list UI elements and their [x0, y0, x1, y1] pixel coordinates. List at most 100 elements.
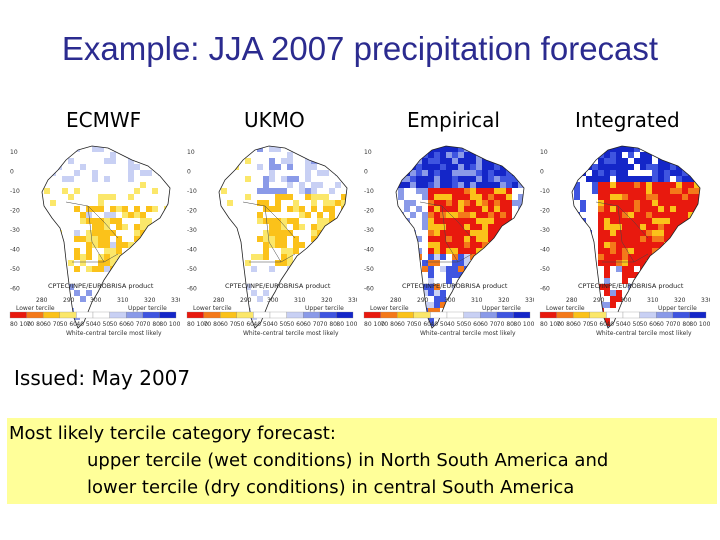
- lat-tick-label: -20: [187, 208, 197, 215]
- forecast-cell: [317, 248, 323, 254]
- forecast-cell: [245, 158, 251, 164]
- forecast-cell: [396, 164, 398, 170]
- forecast-cell: [634, 158, 640, 164]
- forecast-cell: [134, 236, 140, 242]
- legend-swatch: [236, 311, 254, 319]
- forecast-cell: [44, 164, 50, 170]
- forecast-cell: [500, 248, 506, 254]
- forecast-cell: [610, 152, 616, 158]
- forecast-cell: [610, 170, 616, 176]
- forecast-cell: [688, 158, 694, 164]
- forecast-cell: [56, 254, 62, 260]
- forecast-cell: [305, 164, 311, 170]
- forecast-cell: [396, 170, 398, 176]
- forecast-cell: [452, 224, 458, 230]
- forecast-cell: [604, 188, 610, 194]
- legend-tick-label: 60 70: [126, 321, 143, 328]
- forecast-cell: [482, 236, 488, 242]
- forecast-cell: [646, 164, 652, 170]
- forecast-cell: [263, 176, 269, 182]
- forecast-cell: [311, 194, 317, 200]
- forecast-cell: [219, 284, 221, 290]
- forecast-cell: [646, 206, 652, 212]
- forecast-cell: [287, 182, 293, 188]
- forecast-cell: [524, 152, 530, 158]
- forecast-cell: [269, 170, 275, 176]
- legend-tick-label: 70 80: [204, 321, 221, 328]
- forecast-cell: [518, 236, 524, 242]
- forecast-cell: [652, 260, 658, 266]
- forecast-cell: [311, 164, 317, 170]
- forecast-cell: [434, 254, 440, 260]
- forecast-cell: [110, 242, 116, 248]
- forecast-cell: [622, 194, 628, 200]
- forecast-cell: [146, 248, 152, 254]
- forecast-cell: [694, 200, 700, 206]
- forecast-cell: [604, 218, 610, 224]
- forecast-cell: [694, 188, 700, 194]
- forecast-cell: [622, 248, 628, 254]
- forecast-cell: [694, 242, 700, 248]
- legend-swatch: [480, 311, 497, 319]
- forecast-cell: [616, 146, 622, 152]
- forecast-cell: [68, 260, 74, 266]
- lon-tick-label: 290: [240, 297, 252, 304]
- forecast-cell: [404, 146, 410, 152]
- lon-tick-label: 310: [471, 297, 483, 304]
- forecast-cell: [50, 200, 56, 206]
- forecast-cell: [524, 278, 530, 284]
- forecast-cell: [622, 206, 628, 212]
- forecast-cell: [458, 236, 464, 242]
- forecast-cell: [682, 230, 688, 236]
- forecast-cell: [616, 230, 622, 236]
- forecast-cell: [506, 146, 512, 152]
- forecast-cell: [610, 290, 616, 296]
- forecast-cell: [305, 194, 311, 200]
- forecast-cell: [404, 176, 410, 182]
- forecast-cell: [434, 230, 440, 236]
- forecast-cell: [416, 254, 422, 260]
- forecast-cell: [482, 206, 488, 212]
- forecast-cell: [482, 146, 488, 152]
- forecast-cell: [482, 152, 488, 158]
- forecast-cell: [446, 212, 452, 218]
- forecast-cell: [682, 170, 688, 176]
- lon-tick-label: 290: [63, 297, 75, 304]
- forecast-cell: [664, 224, 670, 230]
- forecast-cell: [670, 206, 676, 212]
- forecast-cell: [275, 224, 281, 230]
- forecast-cell: [440, 266, 446, 272]
- lon-tick-label: 280: [213, 297, 225, 304]
- forecast-cell: [422, 158, 428, 164]
- forecast-cell: [664, 170, 670, 176]
- forecast-cell: [86, 290, 92, 296]
- legend-swatch: [186, 311, 204, 319]
- legend-tick-label: 40 50: [430, 321, 447, 328]
- forecast-cell: [488, 248, 494, 254]
- forecast-cell: [323, 218, 329, 224]
- forecast-cell: [524, 164, 530, 170]
- legend-caption: White-central tercile most likely: [420, 330, 516, 337]
- forecast-cell: [494, 164, 500, 170]
- forecast-cell: [470, 290, 476, 296]
- forecast-cell: [422, 182, 428, 188]
- lat-tick-label: 10: [10, 149, 18, 156]
- forecast-cell: [396, 212, 398, 218]
- forecast-cell: [682, 200, 688, 206]
- forecast-cell: [305, 170, 311, 176]
- forecast-cell: [128, 242, 134, 248]
- forecast-cell: [524, 158, 530, 164]
- forecast-cell: [482, 194, 488, 200]
- forecast-cell: [458, 248, 464, 254]
- forecast-cell: [422, 194, 428, 200]
- forecast-cell: [452, 248, 458, 254]
- forecast-cell: [622, 158, 628, 164]
- forecast-cell: [287, 248, 293, 254]
- forecast-cell: [694, 224, 700, 230]
- forecast-cell: [604, 266, 610, 272]
- forecast-cell: [434, 200, 440, 206]
- forecast-cell: [580, 158, 586, 164]
- forecast-cell: [646, 200, 652, 206]
- forecast-cell: [640, 152, 646, 158]
- forecast-cell: [245, 284, 251, 290]
